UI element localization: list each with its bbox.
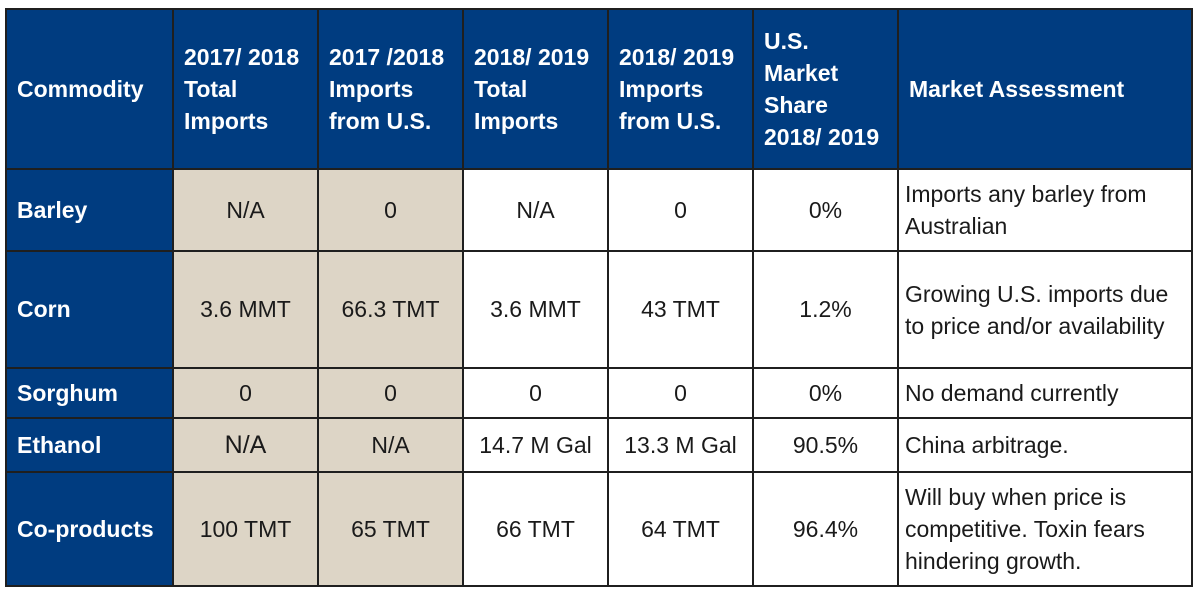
header-2018-2019-imports-from-us: 2018/ 2019 Imports from U.S. [607,8,754,170]
table-cell: 66 TMT [462,471,609,587]
row-label-co-products: Co-products [5,471,174,587]
header-2017-2018-imports-from-us: 2017 /2018 Imports from U.S. [317,8,464,170]
table-cell: 0 [607,367,754,419]
table-cell: 96.4% [752,471,899,587]
market-assessment-cell: Imports any barley from Australian [897,168,1193,252]
table-cell: 65 TMT [317,471,464,587]
table-cell: 0% [752,168,899,252]
table-cell: 3.6 MMT [462,250,609,369]
header-commodity: Commodity [5,8,174,170]
row-label-corn: Corn [5,250,174,369]
header-2017-2018-total-imports: 2017/ 2018 Total Imports [172,8,319,170]
table-cell: 0 [607,168,754,252]
row-label-sorghum: Sorghum [5,367,174,419]
table-cell: 13.3 M Gal [607,417,754,473]
table-row-co-products: Co-products 100 TMT 65 TMT 66 TMT 64 TMT… [5,471,1193,587]
table-row-ethanol: Ethanol N/A N/A 14.7 M Gal 13.3 M Gal 90… [5,417,1193,473]
table-cell: 43 TMT [607,250,754,369]
row-label-barley: Barley [5,168,174,252]
table-cell: 14.7 M Gal [462,417,609,473]
table-cell: 64 TMT [607,471,754,587]
table-cell: 0 [317,168,464,252]
market-assessment-cell: No demand currently [897,367,1193,419]
table-cell: N/A [317,417,464,473]
header-us-market-share: U.S. Market Share 2018/ 2019 [752,8,899,170]
table-cell: 0 [172,367,319,419]
commodity-import-table: Commodity 2017/ 2018 Total Imports 2017 … [5,8,1193,587]
header-row: Commodity 2017/ 2018 Total Imports 2017 … [5,8,1193,170]
table-cell: 0 [317,367,464,419]
table-cell: 90.5% [752,417,899,473]
market-assessment-cell: China arbitrage. [897,417,1193,473]
table-cell: 66.3 TMT [317,250,464,369]
table-row-barley: Barley N/A 0 N/A 0 0% Imports any barley… [5,168,1193,252]
market-assessment-cell: Will buy when price is competitive. Toxi… [897,471,1193,587]
table-cell: 0% [752,367,899,419]
table-cell: N/A [462,168,609,252]
table-cell: N/A [172,168,319,252]
header-market-assessment: Market Assessment [897,8,1193,170]
table-cell: 0 [462,367,609,419]
market-assessment-cell: Growing U.S. imports due to price and/or… [897,250,1193,369]
row-label-ethanol: Ethanol [5,417,174,473]
table-cell: 100 TMT [172,471,319,587]
header-2018-2019-total-imports: 2018/ 2019 Total Imports [462,8,609,170]
table-cell: N/A [172,417,319,473]
table-cell: 1.2% [752,250,899,369]
table-cell: 3.6 MMT [172,250,319,369]
table-row-corn: Corn 3.6 MMT 66.3 TMT 3.6 MMT 43 TMT 1.2… [5,250,1193,369]
table-row-sorghum: Sorghum 0 0 0 0 0% No demand currently [5,367,1193,419]
